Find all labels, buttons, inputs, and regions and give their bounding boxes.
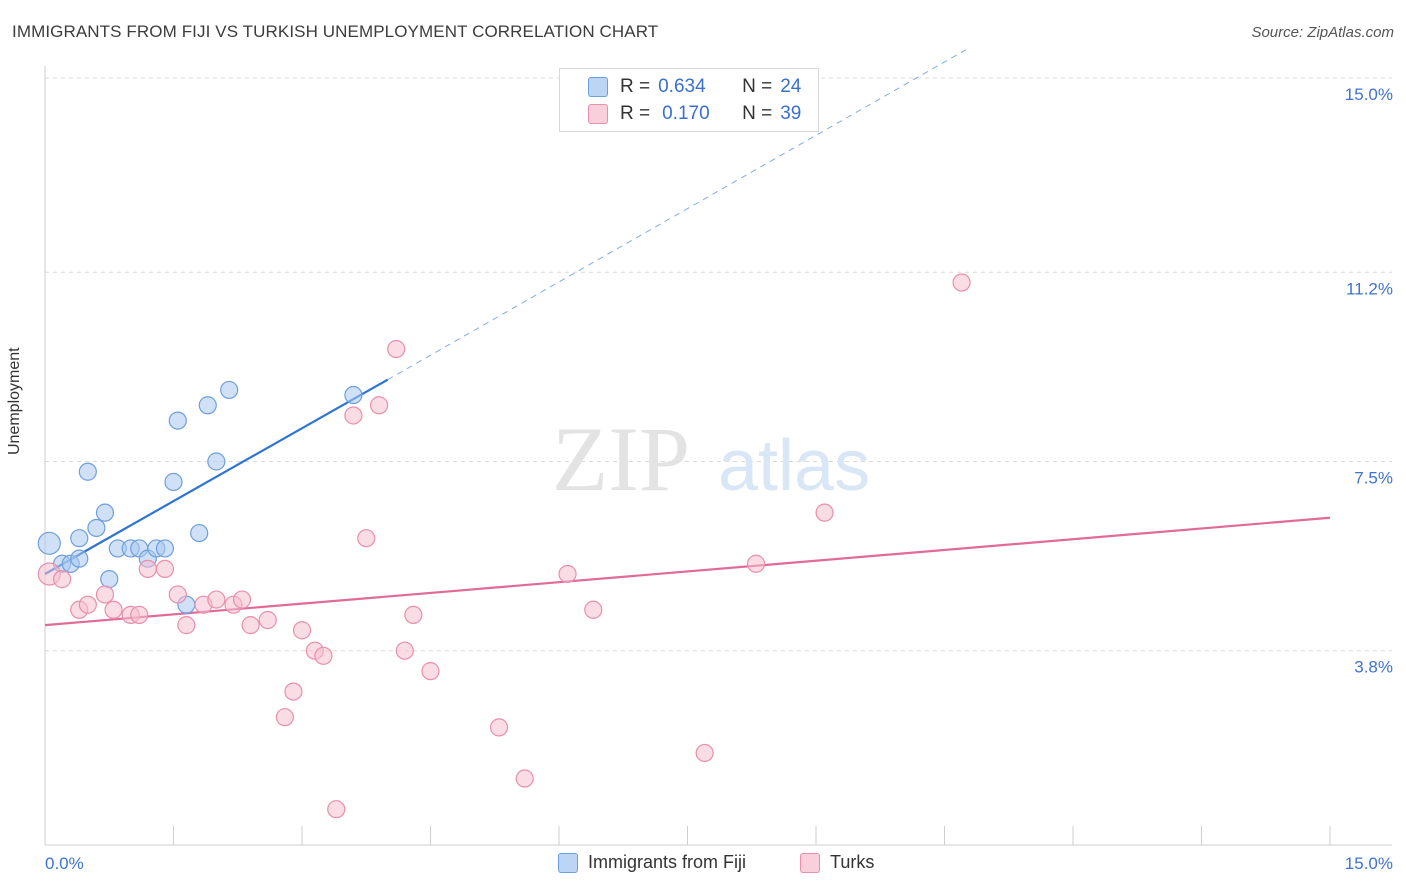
turks-point: [241, 616, 260, 635]
y-axis-label: Unemployment: [6, 347, 23, 455]
stats-legend: R = 0.634 N = 24 R = 0.170 N = 39: [559, 68, 819, 132]
turks-n-value: 39: [780, 103, 802, 124]
turks-r-value: 0.170: [662, 103, 710, 124]
fiji-point: [207, 452, 226, 471]
fiji-r-value: 0.634: [658, 76, 706, 97]
fiji-swatch: [588, 77, 608, 97]
fiji-point: [87, 518, 106, 538]
turks-point: [177, 616, 196, 635]
y-tick-label: 15.0%: [1345, 85, 1393, 104]
legend-row-fiji: R = 0.634 N = 24: [560, 74, 801, 100]
turks-point: [104, 600, 123, 619]
y-tick-label: 11.2%: [1346, 279, 1393, 298]
turks-swatch: [588, 104, 608, 124]
fiji-point: [37, 531, 61, 555]
bottom-legend-turks: Turks: [800, 852, 874, 873]
fiji-point: [220, 380, 239, 400]
fiji-point: [344, 385, 363, 405]
watermark-zip: ZIP: [552, 408, 690, 510]
n-label: N =: [742, 76, 773, 97]
turks-point: [130, 605, 149, 625]
turks-point: [357, 529, 376, 548]
fiji-legend-swatch: [558, 852, 578, 873]
turks-point: [404, 605, 423, 625]
fiji-trend-line: [44, 378, 389, 575]
turks-point: [395, 641, 414, 660]
turks-point: [258, 610, 277, 630]
fiji-point: [155, 539, 175, 558]
turks-point: [370, 396, 389, 415]
turks-point: [138, 559, 157, 578]
fiji-point: [78, 462, 97, 481]
legend-row-turks: R = 0.170 N = 39: [560, 101, 801, 127]
turks-point: [489, 718, 509, 737]
watermark-atlas: atlas: [718, 426, 870, 506]
turks-point: [695, 743, 714, 763]
fiji-point: [164, 472, 183, 492]
turks-point: [53, 570, 72, 589]
turks-point: [952, 273, 971, 292]
turks-legend-swatch: [800, 852, 820, 873]
turks-point: [344, 406, 363, 425]
turks-point: [746, 554, 766, 573]
fiji-n-value: 24: [780, 76, 802, 97]
chart-title: IMMIGRANTS FROM FIJI VS TURKISH UNEMPLOY…: [12, 22, 659, 41]
turks-point: [232, 590, 252, 609]
turks-point: [284, 682, 303, 701]
turks-trend-line: [44, 516, 1331, 627]
turks-point: [815, 503, 834, 522]
axis-layer: [44, 66, 1392, 846]
points-layer: [37, 273, 971, 819]
fiji-point: [190, 523, 209, 543]
source-label: Source: ZipAtlas.com: [1251, 24, 1394, 41]
fiji-point: [168, 411, 187, 430]
y-tick-label: 7.5%: [1354, 469, 1393, 488]
y-tick-label: 3.8%: [1354, 658, 1393, 677]
turks-point: [95, 585, 115, 604]
x-tick-label-min: 0.0%: [45, 854, 84, 873]
turks-point: [558, 564, 577, 584]
grid-layer: [45, 77, 1392, 652]
fiji-point: [100, 570, 119, 589]
turks-point: [155, 559, 175, 578]
n-label: N =: [742, 103, 773, 124]
turks-point: [168, 585, 187, 604]
fiji-point: [198, 396, 217, 415]
turks-legend-label: Turks: [830, 852, 875, 872]
turks-point: [515, 769, 534, 788]
fiji-point: [70, 529, 89, 548]
turks-point: [327, 800, 346, 819]
fiji-legend-label: Immigrants from Fiji: [588, 852, 747, 872]
turks-point: [314, 646, 333, 665]
r-label: R =: [620, 103, 651, 124]
turks-point: [78, 595, 97, 614]
trend-layer: [44, 46, 1331, 627]
tick-label-layer: 3.8% 7.5% 11.2% 15.0% 0.0% 15.0%: [45, 85, 1393, 873]
bottom-legend-fiji: Immigrants from Fiji: [558, 852, 746, 873]
fiji-point: [95, 503, 115, 522]
fiji-trend-extension: [387, 46, 971, 381]
turks-point: [207, 590, 226, 609]
turks-point: [421, 662, 440, 681]
x-tick-label-max: 15.0%: [1345, 854, 1393, 873]
turks-point: [387, 339, 406, 359]
watermark: ZIP atlas: [552, 408, 870, 510]
turks-point: [292, 621, 312, 640]
turks-point: [584, 600, 603, 619]
r-label: R =: [620, 76, 651, 97]
fiji-point: [70, 549, 89, 568]
turks-point: [275, 708, 294, 727]
